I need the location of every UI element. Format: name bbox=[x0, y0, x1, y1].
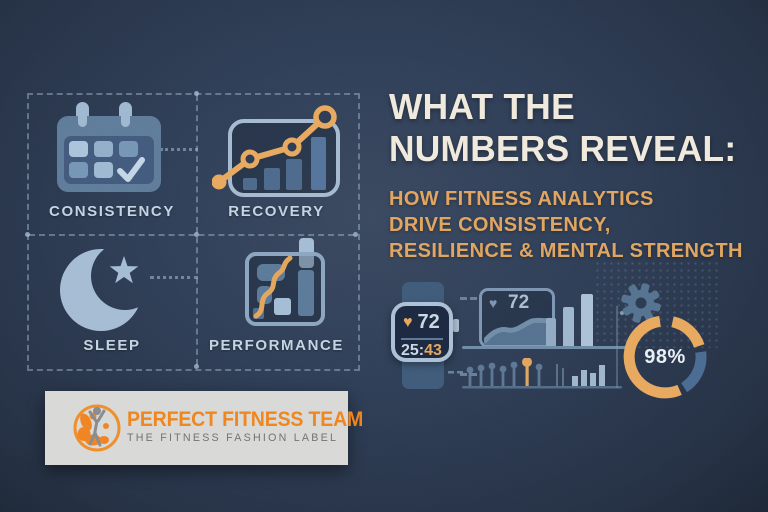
watch-crown bbox=[453, 319, 459, 332]
grid-vertical-divider bbox=[196, 95, 198, 365]
calendar-icon bbox=[57, 102, 161, 192]
subtitle-line-1: HOW FITNESS ANALYTICS bbox=[389, 188, 654, 210]
logo-brand-text: PERFECT FITNESS TEAM bbox=[127, 408, 364, 431]
logo-banner: PERFECT FITNESS TEAM THE FITNESS FASHION… bbox=[45, 391, 363, 465]
heart-icon: ♥ bbox=[403, 314, 413, 331]
watch-timer-minutes: 25: bbox=[401, 342, 425, 359]
quadrant-label-recovery: RECOVERY bbox=[228, 203, 325, 220]
watch-timer: 25:43 bbox=[401, 342, 442, 360]
watch-heart-rate-value: 72 bbox=[417, 311, 440, 333]
quadrant-label-consistency: CONSISTENCY bbox=[49, 203, 175, 220]
moon-star-icon bbox=[60, 249, 142, 331]
watch-timer-seconds: 43 bbox=[424, 342, 442, 359]
grid-node-dot bbox=[194, 232, 199, 237]
watch-divider bbox=[401, 338, 443, 340]
connector-dash bbox=[470, 297, 477, 300]
fitness-figure-logo-icon bbox=[73, 404, 121, 452]
title-line-2: NUMBERS REVEAL: bbox=[389, 128, 737, 169]
grid-horizontal-divider bbox=[29, 234, 354, 236]
watch-heart-rate-row: ♥ 72 bbox=[403, 311, 440, 334]
bar-chart-bar bbox=[581, 294, 593, 346]
logo-tagline-text: THE FITNESS FASHION LABEL bbox=[127, 432, 339, 444]
dotted-connector bbox=[150, 276, 198, 279]
smartwatch-face: ♥ 72 25:43 bbox=[391, 302, 453, 362]
grid-node-dot bbox=[194, 364, 199, 369]
grid-node-dot bbox=[353, 232, 358, 237]
trend-line-chart-icon bbox=[212, 105, 340, 197]
subtitle-line-2: DRIVE CONSISTENCY, bbox=[389, 214, 611, 236]
bar-chart-bar bbox=[546, 318, 556, 346]
main-title: WHAT THE NUMBERS REVEAL: bbox=[389, 86, 754, 170]
dashboard-base-line bbox=[462, 346, 632, 349]
dashboard-heart-rate-value: 72 bbox=[508, 292, 530, 313]
quadrant-label-performance: PERFORMANCE bbox=[208, 337, 345, 354]
heart-icon: ♥ bbox=[489, 295, 498, 311]
quadrant-label-sleep: SLEEP bbox=[83, 337, 141, 354]
performance-chart-icon bbox=[245, 238, 325, 326]
bar-chart-bar bbox=[563, 307, 574, 346]
area-chart-icon bbox=[484, 317, 551, 345]
subtitle-line-3: RESILIENCE & MENTAL STRENGTH bbox=[389, 240, 743, 262]
progress-ring-percent: 98% bbox=[644, 346, 686, 368]
lollipop-strip-icon bbox=[448, 358, 622, 389]
subtitle: HOW FITNESS ANALYTICS DRIVE CONSISTENCY,… bbox=[389, 186, 768, 264]
title-line-1: WHAT THE bbox=[389, 86, 575, 127]
dotted-connector bbox=[160, 148, 198, 151]
grid-node-dot bbox=[194, 91, 199, 96]
grid-node-dot bbox=[25, 232, 30, 237]
connector-dash bbox=[460, 297, 467, 300]
